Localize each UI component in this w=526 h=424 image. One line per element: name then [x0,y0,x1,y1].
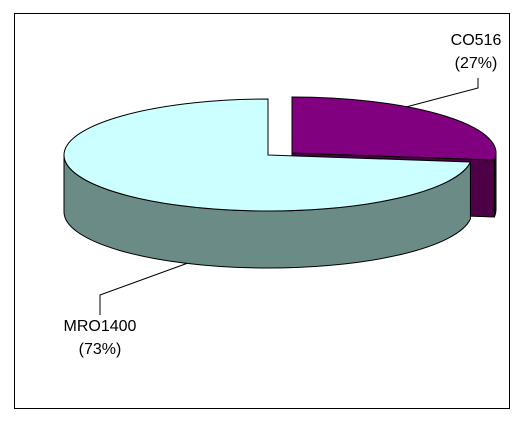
pie-slice-mro1400 [63,98,472,212]
slice-label-co516: CO516 [451,32,502,49]
leader-lines [99,78,479,315]
leader-line-co516 [406,78,479,108]
leader-line-mro1400 [99,262,188,315]
slice-label-mro1400: MRO1400 [64,318,137,335]
pie-tops [63,96,497,212]
slice-percent-co516: (27%) [455,55,498,72]
pie-slice-co516 [291,96,497,161]
slice-percent-mro1400: (73%) [79,341,122,358]
